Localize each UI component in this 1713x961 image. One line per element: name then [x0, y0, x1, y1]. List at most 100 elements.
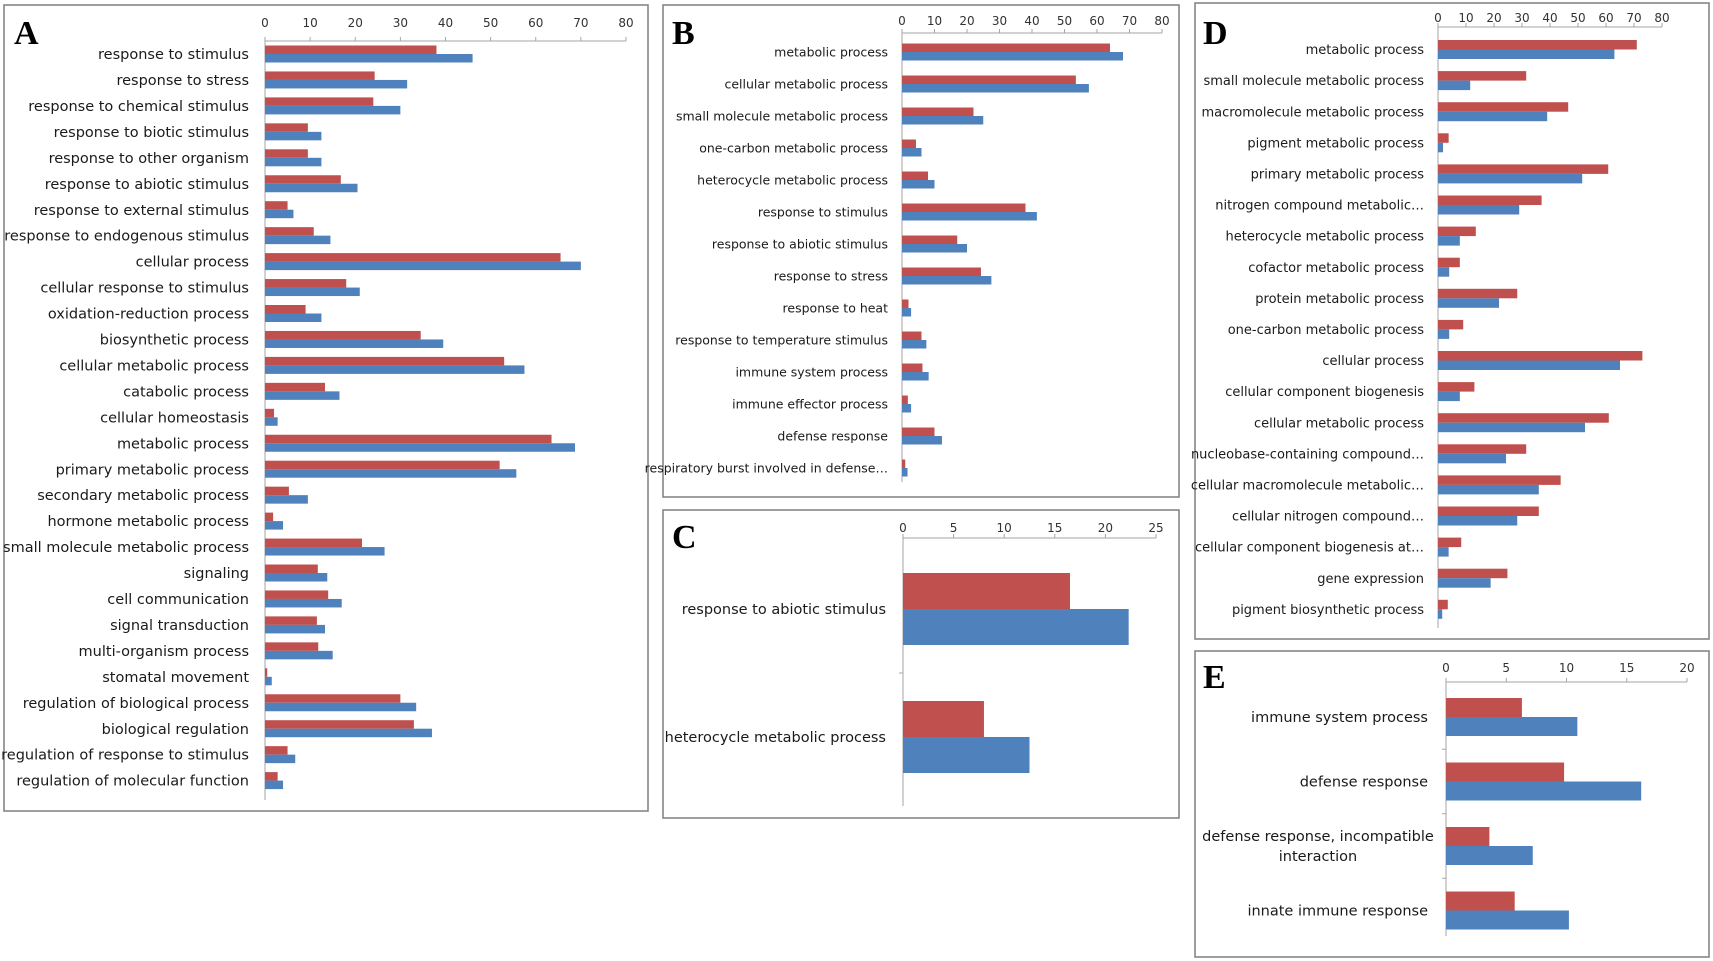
bar-blue [265, 624, 326, 634]
bar-red [1438, 40, 1637, 50]
bar-blue [265, 547, 385, 556]
x-tick-label: 50 [483, 16, 498, 30]
bar-blue [902, 244, 967, 253]
bar-red [265, 175, 341, 184]
bar-red [1438, 568, 1508, 579]
bar-blue [902, 404, 912, 413]
bar-blue [902, 212, 1037, 221]
category-label: cellular process [1322, 354, 1424, 369]
x-tick-label: 30 [393, 16, 408, 30]
bar-blue [1438, 422, 1585, 433]
category-label: catabolic process [123, 384, 249, 400]
bar-blue [265, 676, 272, 686]
x-tick-label: 5 [1502, 661, 1510, 675]
panel-d: D 0 10 20 30 40 50 60 70 80 metabolic process small… [1191, 2, 1710, 640]
x-tick-label: 50 [1570, 11, 1585, 25]
bar-blue [903, 737, 1030, 773]
bar-red [265, 149, 308, 158]
bar-red [265, 201, 288, 210]
bar-red [265, 772, 278, 781]
category-label: hormone metabolic process [47, 514, 249, 530]
category-label: defense response [777, 428, 888, 443]
bar-blue [265, 79, 408, 89]
category-label: cellular component biogenesis at… [1195, 541, 1424, 556]
category-label: response to endogenous stimulus [4, 229, 249, 245]
x-tick-label: 20 [1679, 661, 1694, 675]
bar-blue [1438, 484, 1539, 495]
bar-red [265, 434, 552, 444]
x-tick-label: 70 [1626, 11, 1641, 25]
x-tick-label: 20 [1098, 521, 1113, 535]
bar-red [265, 330, 421, 340]
category-label: biological regulation [102, 722, 249, 738]
bar-blue [902, 308, 912, 317]
bar-blue [265, 339, 444, 348]
category-label: pigment metabolic process [1247, 136, 1424, 151]
bar-blue [265, 573, 328, 582]
x-tick-label: 60 [1089, 14, 1104, 28]
x-tick-label: 60 [1598, 11, 1613, 25]
category-label: innate immune response [1247, 904, 1428, 920]
panel-e: E 0 5 10 15 20 immune system process defense re… [1194, 650, 1710, 958]
x-tick-label: 60 [528, 16, 543, 30]
bar-red [902, 331, 922, 340]
category-label: response to temperature stimulus [675, 332, 888, 347]
bar-red [1438, 257, 1460, 268]
bar-red [903, 573, 1070, 609]
bar-blue [265, 105, 401, 115]
bar-blue [265, 209, 294, 219]
x-tick-label: 70 [573, 16, 588, 30]
x-tick-label: 40 [1542, 11, 1557, 25]
bar-blue [265, 728, 432, 738]
category-label: oxidation-reduction process [48, 307, 249, 323]
category-label: cellular metabolic process [1254, 416, 1424, 431]
bar-red [1438, 226, 1476, 237]
bar-red [1438, 195, 1542, 205]
category-label: response to stress [116, 73, 249, 89]
bar-red [902, 235, 958, 244]
category-label: nucleobase-containing compound… [1191, 447, 1424, 462]
bar-red [265, 382, 326, 392]
bar-blue [265, 391, 340, 400]
bar-blue [1446, 846, 1533, 865]
bar-red [1446, 891, 1515, 911]
category-label: defense response [1300, 775, 1428, 791]
bar-red [1446, 698, 1522, 717]
bar-red [902, 427, 935, 436]
panel-b: B 0 10 20 30 40 50 60 70 80 metabolic process cellu… [645, 4, 1180, 498]
bar-blue [902, 148, 922, 157]
bar-blue [265, 287, 360, 297]
category-label: primary metabolic process [1251, 167, 1425, 182]
bar-blue [265, 157, 322, 167]
category-label: response to other organism [49, 151, 249, 167]
panel-letter: D [1203, 15, 1228, 52]
category-label: macromolecule metabolic process [1201, 105, 1424, 120]
bar-red [265, 668, 268, 677]
category-label: small molecule metabolic process [676, 108, 888, 123]
bar-red [265, 694, 401, 703]
category-label: defense response, incompatible [1202, 829, 1434, 845]
category-label: signaling [184, 566, 249, 582]
bar-red [902, 203, 1026, 212]
panel-letter: C [672, 519, 697, 556]
bar-red [265, 305, 306, 314]
bar-blue [1438, 329, 1450, 339]
x-tick-label: 10 [1458, 11, 1473, 25]
x-tick-label: 0 [261, 16, 269, 30]
x-tick-label: 40 [1024, 14, 1039, 28]
bar-blue [265, 235, 331, 245]
category-label: response to external stimulus [34, 203, 249, 219]
bar-blue [265, 54, 473, 63]
bar-red [1446, 827, 1490, 846]
panel-a: A 0 10 20 30 40 50 60 70 80 response to stimulus re… [1, 4, 649, 812]
bar-red [265, 746, 288, 755]
bar-red [265, 512, 274, 522]
category-label: metabolic process [774, 44, 888, 59]
x-tick-label: 80 [1154, 14, 1169, 28]
bar-blue [265, 702, 417, 712]
category-label: regulation of molecular function [16, 774, 249, 790]
category-label: response to abiotic stimulus [45, 177, 249, 193]
bar-red [1438, 319, 1464, 330]
bar-red [1438, 102, 1569, 112]
x-tick-label: 80 [618, 16, 633, 30]
